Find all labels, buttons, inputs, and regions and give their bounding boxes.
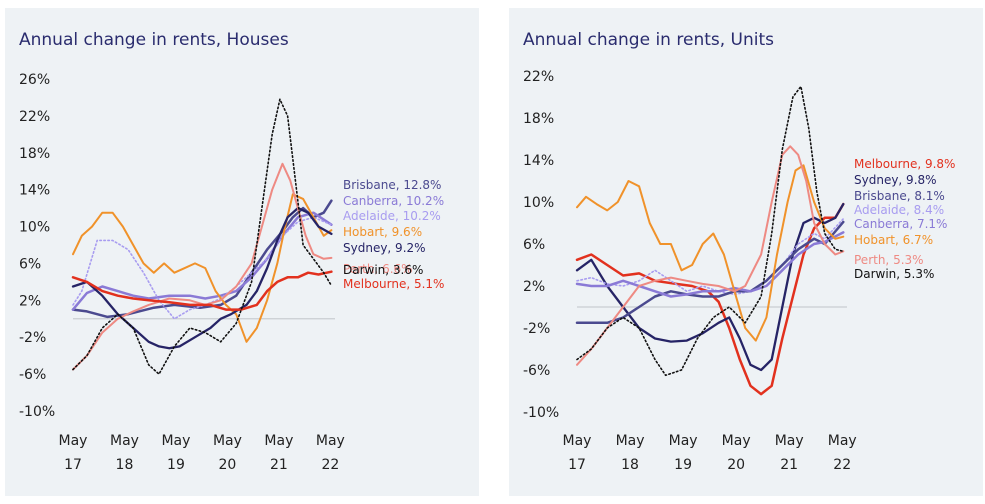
units-chart-panel: Annual change in rents, Units 22% 18% 14% 1… [509,8,983,496]
x-tick-label: May 20 [722,433,751,473]
x-tick-label: May 20 [213,433,242,473]
y-tick-label: -10% [19,404,55,420]
y-tick-label: 22% [523,69,554,85]
end-label-darwin: Darwin, 3.6% [343,263,423,277]
y-tick-label: 14% [19,183,50,199]
chart-title: Annual change in rents, Units [523,30,775,50]
end-label-darwin: Darwin, 5.3% [854,267,934,281]
y-tick-label: -2% [19,330,46,346]
y-tick-label: 6% [19,256,41,272]
houses-chart-panel: Annual change in rents, Houses 26% 22% 18%… [5,8,479,496]
y-tick-label: -10% [523,405,559,421]
x-tick-label: May 22 [828,433,857,473]
chart-title: Annual change in rents, Houses [19,30,289,50]
end-label-adelaide: Adelaide, 10.2% [343,209,441,223]
y-tick-label: -6% [19,367,46,383]
x-tick-label: May 18 [616,433,645,473]
y-tick-label: 10% [523,195,554,211]
end-label-perth: Perth, 6.6% [343,262,413,276]
end-label-hobart: Hobart, 6.7% [854,233,933,247]
end-label-canberra: Canberra, 10.2% [343,194,444,208]
end-label-brisbane: Brisbane, 8.1% [854,189,945,203]
end-label-sydney: Sydney, 9.8% [854,173,937,187]
x-tick-label: May 17 [563,433,592,473]
series-line-sydney [71,206,333,350]
x-tick-label: May 21 [264,433,293,473]
y-tick-label: 22% [19,109,50,125]
x-tick-label: May 19 [161,433,190,473]
x-tick-label: May 17 [59,433,88,473]
end-label-adelaide: Adelaide, 8.4% [854,203,944,217]
series-line-hobart [576,164,845,342]
series-line-darwin [576,85,845,377]
series-line-perth [576,145,845,366]
y-tick-label: 18% [523,111,554,127]
end-label-perth: Perth, 5.3% [854,253,924,267]
series-line-adelaide [72,216,333,320]
end-label-hobart: Hobart, 9.6% [343,225,422,239]
series-line-adelaide [576,218,845,296]
series-line-canberra [71,211,333,311]
end-label-canberra: Canberra, 7.1% [854,217,947,231]
x-tick-label: May 22 [316,433,345,473]
y-tick-label: 14% [523,153,554,169]
end-label-melbourne: Melbourne, 9.8% [854,157,955,171]
series-line-brisbane [71,199,333,319]
series-line-perth [72,162,333,371]
y-tick-label: 6% [523,237,545,253]
y-tick-label: 10% [19,220,50,236]
end-label-sydney: Sydney, 9.2% [343,241,426,255]
y-tick-label: 26% [19,72,50,88]
y-tick-label: -6% [523,363,550,379]
y-tick-label: 2% [523,279,545,295]
x-tick-label: May 21 [775,433,804,473]
x-tick-label: May 18 [110,433,139,473]
series-line-canberra [575,231,845,298]
end-label-brisbane: Brisbane, 12.8% [343,178,441,192]
series-line-sydney [575,202,845,372]
houses-line-chart: 26% 22% 18% 14% 10% 6% 2% -2% -6% -10%May 17 May 18 M… [19,72,444,473]
y-tick-label: -2% [523,321,550,337]
y-tick-label: 18% [19,146,50,162]
y-tick-label: 2% [19,293,41,309]
end-label-melbourne: Melbourne, 5.1% [343,277,444,291]
series-line-melbourne [71,270,333,311]
units-line-chart: 22% 18% 14% 10% 6% 2% -2% -6% -10%May 17 May 18 May 1… [523,69,955,473]
series-line-darwin [72,98,333,375]
x-tick-label: May 19 [669,433,698,473]
series-line-hobart [72,193,333,343]
